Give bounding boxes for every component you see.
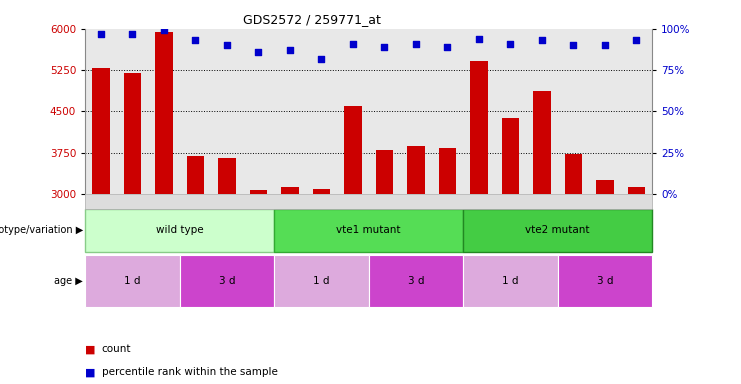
Bar bbox=[219, 157, 236, 194]
Bar bbox=[502, 118, 519, 194]
Text: 1 d: 1 d bbox=[502, 276, 519, 286]
Point bbox=[442, 44, 453, 50]
Point bbox=[95, 31, 107, 37]
Text: wild type: wild type bbox=[156, 225, 204, 235]
Point bbox=[379, 44, 391, 50]
Bar bbox=[534, 91, 551, 194]
Text: ■: ■ bbox=[85, 367, 99, 377]
Bar bbox=[250, 190, 267, 194]
Point bbox=[599, 42, 611, 48]
Text: ■: ■ bbox=[85, 344, 99, 354]
Point bbox=[253, 49, 265, 55]
Bar bbox=[439, 148, 456, 194]
Title: GDS2572 / 259771_at: GDS2572 / 259771_at bbox=[243, 13, 381, 26]
Text: vte2 mutant: vte2 mutant bbox=[525, 225, 590, 235]
Bar bbox=[565, 154, 582, 194]
Text: 1 d: 1 d bbox=[124, 276, 141, 286]
Point bbox=[536, 37, 548, 43]
Text: 3 d: 3 d bbox=[408, 276, 424, 286]
Bar bbox=[124, 73, 141, 194]
Point bbox=[190, 37, 202, 43]
Point bbox=[631, 37, 642, 43]
Bar bbox=[187, 157, 204, 194]
Bar bbox=[471, 61, 488, 194]
Point bbox=[347, 41, 359, 47]
Bar bbox=[628, 187, 645, 194]
Point bbox=[127, 31, 139, 37]
Text: age ▶: age ▶ bbox=[54, 276, 83, 286]
Point bbox=[158, 27, 170, 33]
Point bbox=[473, 36, 485, 42]
Bar bbox=[408, 146, 425, 194]
Point bbox=[221, 42, 233, 48]
Bar bbox=[376, 150, 393, 194]
Text: percentile rank within the sample: percentile rank within the sample bbox=[102, 367, 277, 377]
Text: 1 d: 1 d bbox=[313, 276, 330, 286]
Bar bbox=[345, 106, 362, 194]
Text: 3 d: 3 d bbox=[219, 276, 235, 286]
Point bbox=[284, 47, 296, 53]
Bar bbox=[93, 68, 110, 194]
Text: genotype/variation ▶: genotype/variation ▶ bbox=[0, 225, 83, 235]
Text: count: count bbox=[102, 344, 131, 354]
Bar bbox=[313, 189, 330, 194]
Point bbox=[316, 55, 328, 61]
Point bbox=[505, 41, 516, 47]
Point bbox=[410, 41, 422, 47]
Bar bbox=[597, 180, 614, 194]
Text: 3 d: 3 d bbox=[597, 276, 613, 286]
Bar bbox=[156, 31, 173, 194]
Point bbox=[568, 42, 579, 48]
Text: vte1 mutant: vte1 mutant bbox=[336, 225, 401, 235]
Bar bbox=[282, 187, 299, 194]
